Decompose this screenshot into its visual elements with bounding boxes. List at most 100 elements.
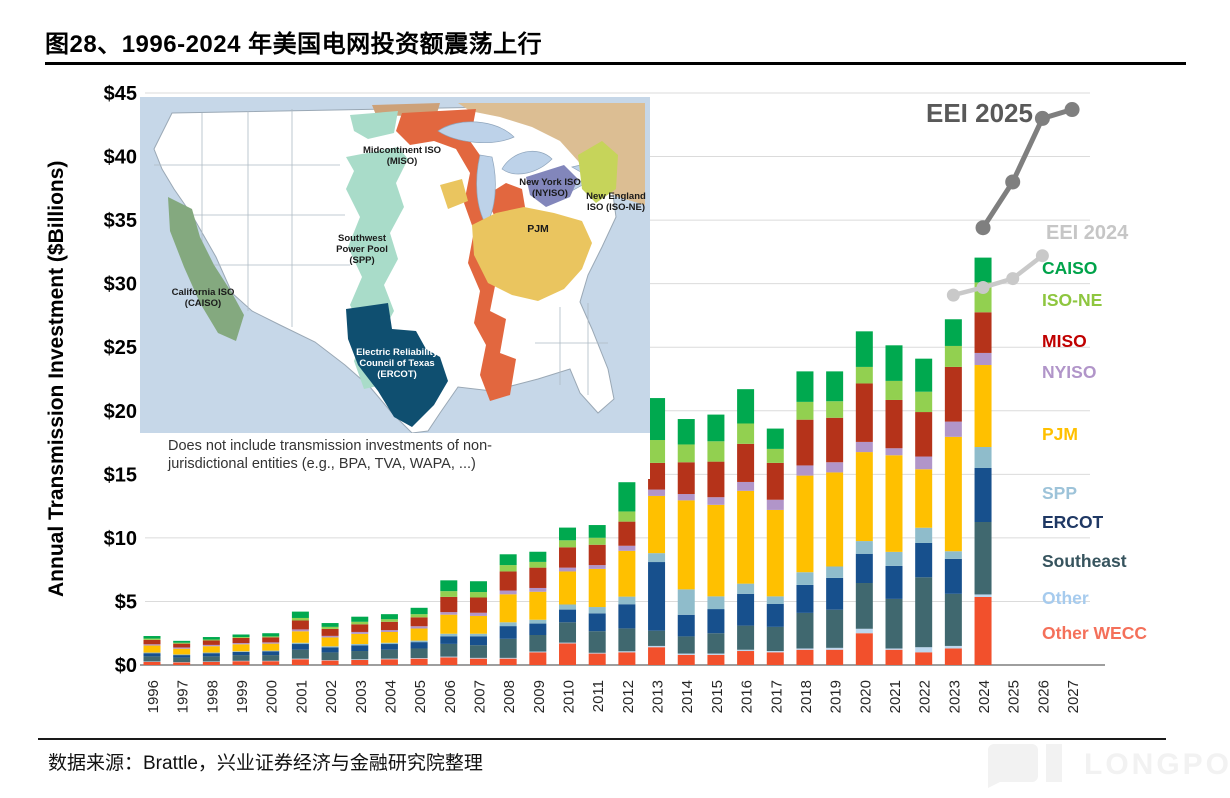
bar-segment-ercot <box>380 644 398 650</box>
bar-segment-other-wecc <box>529 652 547 665</box>
bar-segment-southeast <box>440 643 458 657</box>
bar-segment-caiso <box>796 371 814 402</box>
bar-segment-other-wecc <box>291 659 309 665</box>
bar-segment-iso-ne <box>944 345 962 367</box>
bar-segment-iso-ne <box>291 617 309 621</box>
bar-segment-iso-ne <box>707 441 725 462</box>
x-tick-label: 2025 <box>1006 680 1023 713</box>
map-caption: Does not include transmission investment… <box>140 433 650 480</box>
bar-segment-southeast <box>737 625 755 650</box>
bar-segment-nyiso <box>677 494 695 501</box>
title-divider <box>45 62 1186 65</box>
bar-segment-other-wecc <box>796 649 814 665</box>
x-tick-label: 2000 <box>264 680 281 713</box>
map-region-isone <box>578 141 618 203</box>
bar-segment-other <box>559 642 577 644</box>
us-iso-map <box>140 97 650 433</box>
bar-segment-other <box>291 658 309 660</box>
x-tick-label: 2027 <box>1065 680 1082 713</box>
map-label-miso: Midcontinent ISO (MISO) <box>362 145 442 168</box>
bar-segment-spp <box>262 650 280 652</box>
bar-segment-other-wecc <box>677 654 695 665</box>
bar-segment-other-wecc <box>351 659 369 665</box>
bar-segment-iso-ne <box>351 621 369 625</box>
bar-segment-spp <box>351 644 369 646</box>
bar-segment-pjm <box>202 646 220 653</box>
bar-segment-spp <box>796 572 814 585</box>
bar-segment-southeast <box>321 652 339 661</box>
bar-segment-iso-ne <box>410 614 428 618</box>
bar-segment-southeast <box>232 655 250 661</box>
legend-iso-ne: ISO-NE <box>1042 290 1103 310</box>
bar-segment-caiso <box>766 428 784 449</box>
y-tick-label: $20 <box>104 401 137 423</box>
x-tick-label: 2021 <box>887 680 904 713</box>
bar-segment-other <box>944 645 962 649</box>
bar-segment-iso-ne <box>648 440 666 463</box>
bar-segment-spp <box>380 642 398 645</box>
bar-segment-pjm <box>588 568 606 608</box>
longport-logo-icon <box>988 744 1062 788</box>
y-tick-label: $30 <box>104 274 137 296</box>
bar-segment-other <box>915 647 933 653</box>
x-tick-label: 2012 <box>620 680 637 713</box>
bar-segment-iso-ne <box>588 537 606 545</box>
map-region-nyiso <box>526 165 578 207</box>
bar-segment-iso-ne <box>173 642 191 644</box>
bar-segment-iso-ne <box>559 540 577 548</box>
bar-segment-southeast <box>469 645 487 658</box>
bar-segment-nyiso <box>618 545 636 551</box>
bar-segment-iso-ne <box>499 565 517 572</box>
bar-segment-nyiso <box>440 612 458 615</box>
bar-segment-southeast <box>351 651 369 660</box>
bar-segment-pjm <box>796 475 814 573</box>
bar-segment-caiso <box>291 611 309 618</box>
bar-segment-pjm <box>677 500 695 590</box>
bar-segment-spp <box>173 654 191 656</box>
bar-segment-caiso <box>529 551 547 562</box>
legend-pjm: PJM <box>1042 424 1078 444</box>
bar-segment-caiso <box>410 607 428 615</box>
bar-segment-miso <box>469 597 487 613</box>
bar-segment-spp <box>737 583 755 594</box>
bar-segment-other-wecc <box>855 633 873 665</box>
bar-segment-nyiso <box>529 587 547 592</box>
bar-segment-nyiso <box>410 626 428 629</box>
map-label-pjm: PJM <box>527 223 549 235</box>
bar-segment-ercot <box>262 651 280 656</box>
bar-segment-ercot <box>232 651 250 656</box>
data-source: 数据来源：Brattle，兴业证券经济与金融研究院整理 <box>48 753 483 774</box>
bar-segment-southeast <box>173 657 191 663</box>
bar-segment-nyiso <box>380 630 398 632</box>
bar-segment-caiso <box>588 525 606 538</box>
bar-segment-southeast <box>529 635 547 652</box>
bar-segment-southeast <box>380 649 398 659</box>
forecast-point <box>976 280 990 294</box>
x-tick-label: 2003 <box>353 680 370 713</box>
bar-segment-pjm <box>262 643 280 651</box>
bar-segment-miso <box>410 617 428 627</box>
bar-segment-other <box>588 652 606 654</box>
y-tick-label: $10 <box>104 528 137 550</box>
bar-segment-caiso <box>202 637 220 640</box>
bar-segment-nyiso <box>232 643 250 645</box>
bar-segment-iso-ne <box>440 591 458 597</box>
bar-segment-iso-ne <box>885 380 903 400</box>
y-tick-label: $45 <box>104 83 137 105</box>
eei-2025-line-label: EEI 2025 <box>926 98 1033 128</box>
map-region-pjm <box>472 207 592 301</box>
bar-segment-spp <box>915 527 933 543</box>
bar-segment-caiso <box>469 581 487 593</box>
legend-other-wecc: Other WECC <box>1042 623 1147 643</box>
bar-segment-other-wecc <box>915 652 933 665</box>
forecast-point <box>975 220 991 236</box>
bar-segment-other-wecc <box>737 651 755 665</box>
bar-segment-southeast <box>618 628 636 652</box>
bar-segment-other <box>737 649 755 652</box>
bar-segment-miso <box>648 462 666 490</box>
x-tick-label: 2006 <box>442 680 459 713</box>
x-tick-label: 2017 <box>768 680 785 713</box>
x-tick-label: 2011 <box>590 680 607 712</box>
bar-segment-ercot <box>648 562 666 631</box>
